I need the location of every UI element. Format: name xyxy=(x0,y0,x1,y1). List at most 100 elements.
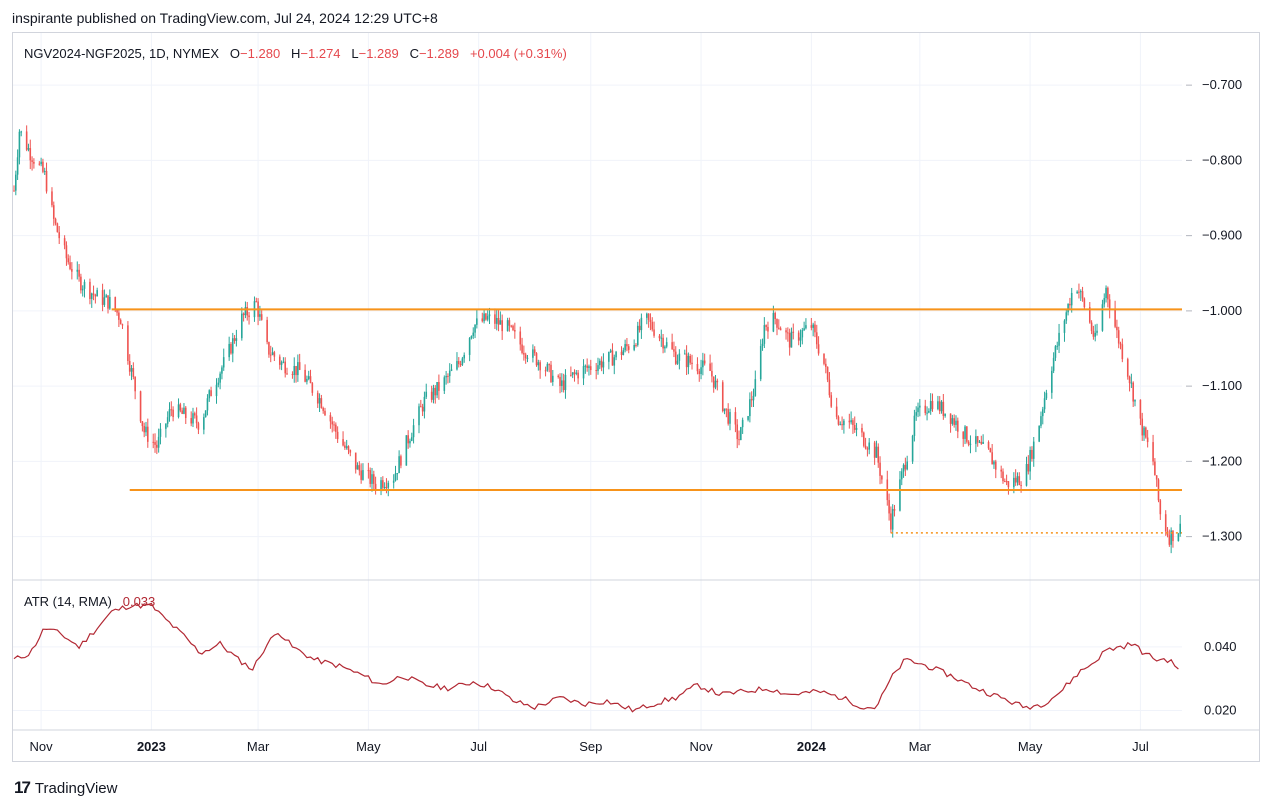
candle-body xyxy=(797,332,800,341)
candle xyxy=(320,394,323,409)
candle xyxy=(369,467,371,488)
candle-body xyxy=(955,420,957,425)
candle xyxy=(219,371,221,390)
candle-body xyxy=(982,441,984,444)
horizontal-levels xyxy=(111,308,1182,534)
candle xyxy=(235,329,238,347)
candle-body xyxy=(90,293,93,299)
candle xyxy=(217,377,220,388)
candle-body xyxy=(83,281,86,289)
candle xyxy=(571,372,574,379)
candle-body xyxy=(646,313,648,318)
symbol-label[interactable]: NGV2024-NGF2025, 1D, NYMEX xyxy=(24,46,220,61)
candle xyxy=(347,445,350,455)
candle xyxy=(255,297,258,303)
candle xyxy=(1121,338,1124,363)
candle-body xyxy=(778,327,780,329)
candle-body xyxy=(38,163,41,165)
candle xyxy=(994,459,997,479)
candle xyxy=(911,434,914,464)
candle xyxy=(168,402,171,422)
candle-body xyxy=(1051,370,1053,393)
candle xyxy=(931,393,934,412)
candle-body xyxy=(203,417,205,430)
candle-body xyxy=(815,332,818,345)
candle-body xyxy=(280,362,283,365)
candle xyxy=(535,352,538,367)
candle xyxy=(937,395,939,411)
candle xyxy=(799,329,802,348)
candle xyxy=(683,349,686,355)
candle xyxy=(561,373,563,393)
candle xyxy=(725,408,728,418)
candle-body xyxy=(812,324,814,328)
candle xyxy=(311,382,314,396)
candle-body xyxy=(575,372,578,374)
grid-lines xyxy=(13,33,1182,730)
candle-body xyxy=(271,352,274,355)
candle-body xyxy=(557,375,560,377)
candle xyxy=(904,457,907,477)
candle-body xyxy=(627,346,630,350)
candle-body xyxy=(248,315,250,318)
candle-body xyxy=(94,294,97,297)
candle xyxy=(787,327,789,342)
tradingview-brand[interactable]: 17 TradingView xyxy=(14,778,117,798)
candle-body xyxy=(443,377,446,391)
candle xyxy=(58,226,61,245)
candle xyxy=(1078,283,1080,299)
candle-body xyxy=(888,500,890,514)
candle xyxy=(222,348,225,371)
time-tick-label: Nov xyxy=(30,739,54,754)
candle xyxy=(1116,319,1118,339)
candle xyxy=(306,375,308,385)
candle xyxy=(966,426,968,444)
candle-body xyxy=(671,342,673,350)
candle xyxy=(839,421,842,426)
candle xyxy=(698,368,701,382)
candle-body xyxy=(962,431,965,439)
candle-body xyxy=(457,361,460,365)
candle-body xyxy=(58,232,61,239)
candle xyxy=(647,313,650,328)
candle xyxy=(1014,469,1017,486)
candle xyxy=(447,373,449,384)
candle-body xyxy=(206,398,209,411)
candle-body xyxy=(855,427,858,430)
candle-body xyxy=(835,406,838,417)
candle-body xyxy=(676,360,679,364)
atr-label[interactable]: ATR (14, RMA) xyxy=(24,594,112,609)
candle-body xyxy=(33,161,35,164)
time-tick-label: 2023 xyxy=(137,739,166,754)
candle-body xyxy=(51,191,53,206)
candle-body xyxy=(761,343,764,346)
candle xyxy=(119,318,122,325)
candle xyxy=(792,323,795,340)
candle-body xyxy=(448,370,451,377)
candle xyxy=(230,342,232,355)
candle-body xyxy=(942,401,945,416)
chart-frame[interactable] xyxy=(12,32,1260,762)
candle xyxy=(159,423,162,445)
candle xyxy=(132,362,135,380)
candle-body xyxy=(425,391,428,397)
candle-body xyxy=(1054,346,1057,358)
candle-body xyxy=(349,450,352,453)
candle-body xyxy=(613,357,616,366)
candle xyxy=(1139,399,1142,426)
candle-body xyxy=(221,367,223,374)
atr-tick-label: 0.020 xyxy=(1204,703,1237,718)
candle xyxy=(1164,510,1167,536)
candle xyxy=(533,346,536,356)
candle xyxy=(461,356,464,367)
candle xyxy=(662,333,664,354)
candle-body xyxy=(1155,475,1158,480)
candle-body xyxy=(913,415,916,436)
candle xyxy=(584,364,587,374)
candle xyxy=(179,402,182,413)
price-tick-label: −1.100 xyxy=(1202,378,1242,393)
candle-body xyxy=(165,423,167,429)
candle xyxy=(976,435,979,447)
candle-body xyxy=(546,364,549,371)
